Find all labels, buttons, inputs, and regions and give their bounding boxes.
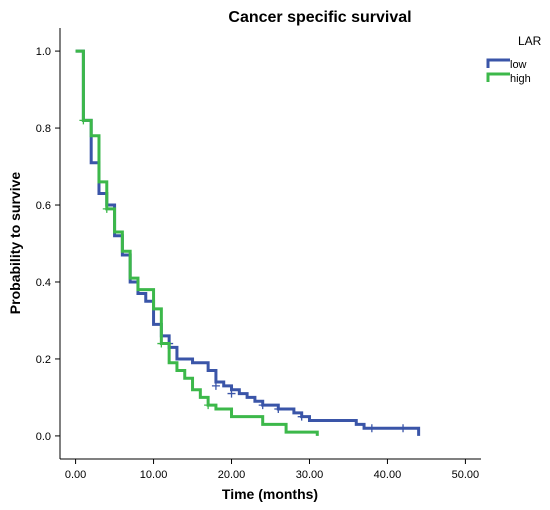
y-ticks: 0.0 0.2 0.4 0.6 0.8 1.0	[36, 46, 60, 443]
y-tick-label: 0.2	[36, 354, 51, 366]
legend-item-low: low	[486, 58, 527, 71]
x-tick-label: 0.00	[65, 469, 86, 481]
censor-mark-low	[227, 389, 236, 398]
x-tick-label: 10.00	[140, 469, 168, 481]
y-tick-label: 0.0	[36, 431, 51, 443]
y-axis-title: Probability to survive	[7, 172, 23, 315]
legend-swatch-low	[486, 58, 510, 68]
series-low	[75, 49, 421, 436]
y-tick-label: 0.6	[36, 200, 51, 212]
censor-mark-high	[157, 339, 166, 348]
x-axis-title: Time (months)	[222, 486, 318, 502]
plot-frame	[59, 28, 481, 460]
x-tick-label: 40.00	[374, 469, 402, 481]
x-ticks: 0.00 10.00 20.00 30.00 40.00 50.00	[65, 459, 479, 481]
chart-title: Cancer specific survival	[228, 9, 411, 26]
legend-label-high: high	[510, 73, 531, 85]
y-tick-label: 0.8	[36, 123, 51, 135]
censor-mark-high	[204, 401, 213, 410]
survival-curve-low	[75, 49, 421, 436]
legend-title: LAR	[518, 34, 542, 48]
censor-mark-low	[274, 404, 283, 413]
censor-mark-low	[258, 401, 267, 410]
x-tick-label: 30.00	[296, 469, 324, 481]
series-layer	[75, 49, 421, 436]
x-tick-label: 20.00	[218, 469, 246, 481]
censor-mark-high	[79, 116, 88, 125]
y-tick-label: 0.4	[36, 277, 51, 289]
legend-label-low: low	[510, 59, 527, 71]
censor-mark-low	[211, 381, 220, 390]
survival-curve-high	[75, 49, 319, 436]
legend-swatch-high	[486, 72, 510, 82]
y-tick-label: 1.0	[36, 46, 51, 58]
censor-mark-low	[297, 412, 306, 421]
censor-mark-high	[102, 204, 111, 213]
legend-item-high: high	[486, 72, 531, 85]
censor-mark-low	[367, 424, 376, 433]
legend: LAR low high	[486, 34, 542, 85]
series-high	[75, 49, 319, 436]
x-tick-label: 50.00	[452, 469, 480, 481]
censor-mark-low	[399, 424, 408, 433]
